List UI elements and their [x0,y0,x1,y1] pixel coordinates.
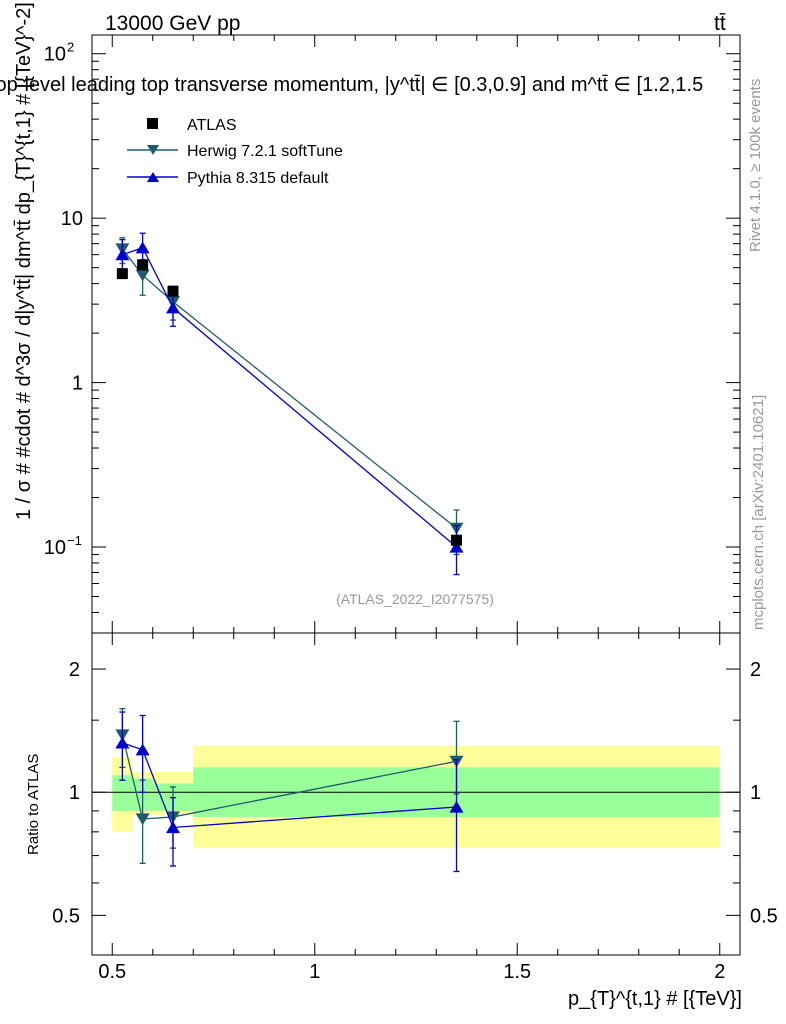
y-tick-label: 10 [44,44,66,66]
y-tick-label: 1 [72,373,83,395]
x-tick-label: 1 [309,961,320,983]
y-tick-label: 10 [44,537,66,559]
y-tick-label: 10 [61,208,83,230]
x-tick-label: 1.5 [503,961,531,983]
herwig-ratio-point [135,813,150,826]
energy-label: 13000 GeV pp [105,12,240,35]
legend-herwig-marker [147,145,159,155]
pythia-point [115,248,130,261]
pythia-point [166,301,180,314]
process-label: tt̄ [714,12,726,35]
herwig-point [135,269,150,282]
pythia-ratio-point [115,736,130,749]
pythia-point [449,540,464,553]
ratio-y-axis-title: Ratio to ATLAS [25,754,42,855]
y-axis-title: 1 / σ # #cdot # d^3σ / d|y^tt̄| dm^tt̄ d… [13,2,35,520]
legend-label-pythia: Pythia 8.315 default [187,170,329,187]
pythia-ratio-point [135,743,150,756]
pythia-point [135,241,150,254]
atlas-point [167,285,179,297]
ratio-band-stat [112,775,133,811]
pythia-ratio-point [449,800,464,813]
y-tick-label-exponent: 2 [67,40,74,55]
pythia-ratio-point [166,821,180,834]
ratio-panel: 2 2 1 1 0.5 0.5 0.5 1 1.5 2 [52,632,778,983]
ratio-line-herwig [121,734,457,820]
x-axis-title: p_{T}^{t,1} # [{TeV}] [568,988,742,1010]
ratio-y-tick-label: 1 [69,782,80,804]
legend: ATLAS Herwig 7.2.1 softTune Pythia 8.315… [127,117,343,187]
atlas-point [116,268,128,280]
series-line-pythia [122,247,457,548]
ratio-y-tick-label-right: 2 [750,659,761,681]
ratio-y-tick-label-right: 1 [750,782,761,804]
ratio-y-tick-label: 0.5 [52,905,80,927]
rivet-version-label: Rivet 4.1.0, ≥ 100k events [747,79,764,252]
legend-atlas-marker [147,118,158,129]
plot-title: top-level leading top transverse momentu… [0,74,703,96]
x-tick-label: 0.5 [98,961,126,983]
x-tick-label: 2 [714,961,725,983]
ratio-line-pythia [122,742,457,829]
legend-label-herwig: Herwig 7.2.1 softTune [187,143,343,160]
legend-pythia-marker [147,172,159,182]
ratio-y-tick-label: 2 [69,659,80,681]
legend-label-atlas: ATLAS [187,117,237,134]
atlas-point [451,534,462,546]
series-line-herwig [121,248,457,529]
ratio-frame [91,632,741,956]
atlas-point [137,259,149,271]
ratio-y-tick-label-right: 0.5 [750,905,778,927]
analysis-watermark: (ATLAS_2022_I2077575) [336,591,494,607]
source-label: mcplots.cern.ch [arXiv:2401.10621] [750,395,767,630]
y-tick-label-exponent: −1 [67,533,82,548]
